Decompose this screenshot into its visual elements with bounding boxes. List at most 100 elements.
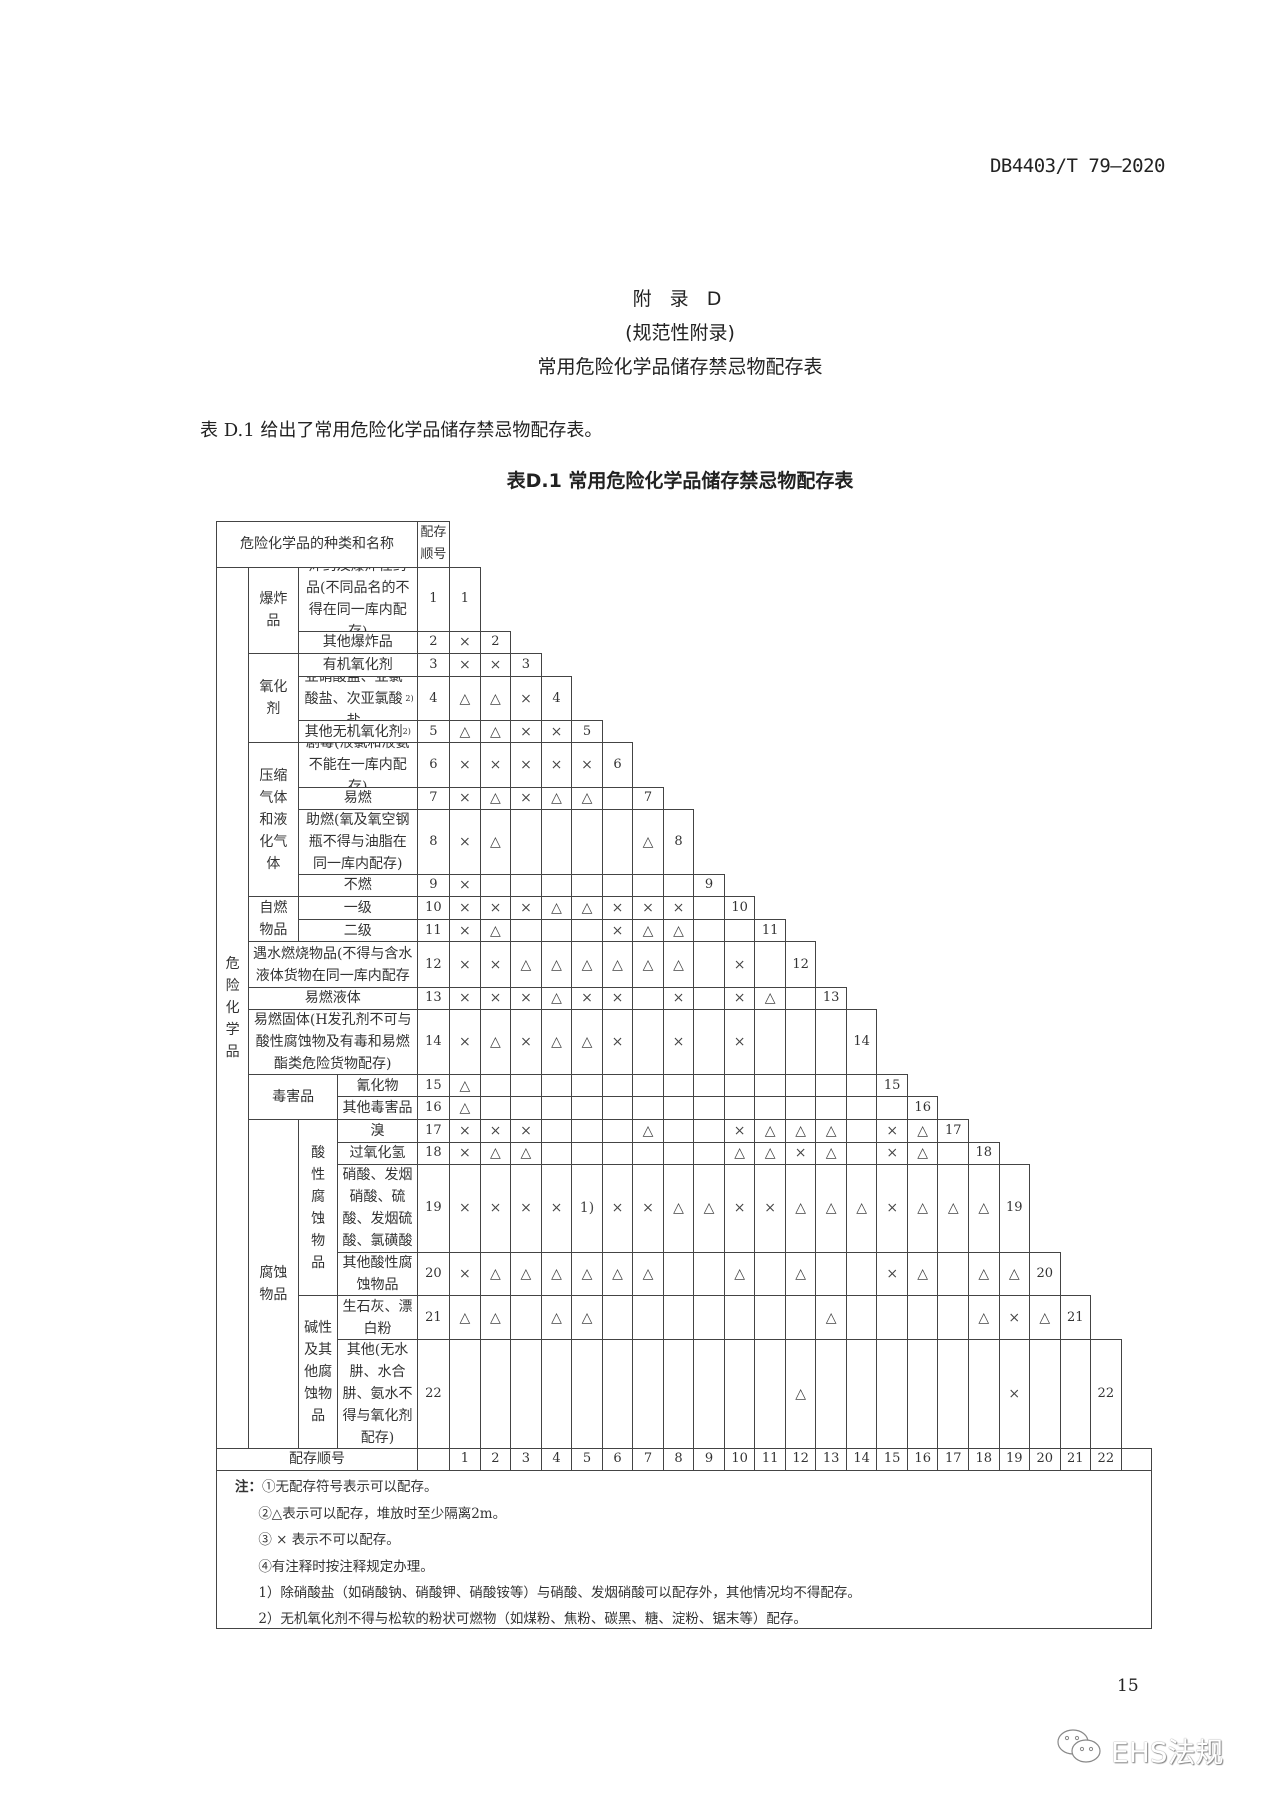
matrix-cell: △	[540, 986, 573, 1010]
matrix-cell-text: 1)	[579, 1200, 595, 1217]
matrix-cell	[540, 1096, 573, 1121]
matrix-cell-text: ×	[672, 900, 685, 917]
matrix-cell-text: ×	[733, 956, 746, 973]
footer-number: 18	[967, 1447, 1000, 1471]
row-name-text: 炸药及爆炸性药品(不同品名的不得在同一库内配存)	[306, 568, 410, 631]
row-name-text: 溴	[370, 1122, 385, 1139]
matrix-cell	[784, 1074, 817, 1098]
footer-number-text: 19	[1005, 1451, 1023, 1467]
matrix-cell	[662, 1141, 695, 1165]
intro-paragraph: 表 D.1 给出了常用危险化学品储存禁忌物配存表。	[200, 420, 603, 441]
matrix-cell	[479, 1096, 512, 1121]
matrix-diagonal-cell: 6	[601, 742, 634, 788]
matrix-diagonal-cell: 1	[449, 566, 481, 632]
matrix-cell	[876, 1096, 908, 1121]
matrix-cell: △	[571, 896, 603, 921]
matrix-diagonal-cell: 10	[723, 896, 756, 921]
matrix-cell-text: ×	[581, 990, 593, 1007]
matrix-cell	[937, 1252, 969, 1297]
matrix-cell: △	[662, 941, 695, 988]
row-seq-text: 11	[425, 922, 442, 938]
matrix-cell-text: ×	[520, 723, 532, 740]
row-seq-text: 15	[425, 1077, 442, 1093]
matrix-cell	[754, 1096, 786, 1121]
matrix-cell: ×	[449, 941, 481, 988]
matrix-cell	[845, 1119, 878, 1143]
matrix-diagonal-cell: 3	[510, 652, 542, 678]
matrix-cell	[967, 1339, 1000, 1449]
row-seq-text: 4	[429, 690, 438, 706]
group-acidic-corrosive-text: 酸性腐蚀物品	[311, 1144, 326, 1271]
footer-number-text: 3	[521, 1451, 531, 1467]
matrix-diagonal-cell-text: 6	[613, 756, 622, 772]
row-name-text: 其他爆炸品	[322, 634, 393, 651]
row-name: 剧毒(液氯和液氨不能在一库内配存)	[297, 742, 418, 788]
footer-number-text: 16	[914, 1451, 931, 1467]
matrix-cell: △	[998, 1252, 1031, 1297]
note-item: 2）无机氧化剂不得与松软的粉状可燃物（如煤粉、焦粉、碳黑、糖、淀粉、锯末等）配存…	[258, 1607, 807, 1627]
matrix-cell: △	[540, 896, 573, 921]
matrix-cell: △	[632, 808, 664, 875]
matrix-cell: △	[601, 1252, 634, 1297]
footer-number: 2	[479, 1447, 512, 1471]
footer-number: 3	[510, 1447, 542, 1471]
matrix-cell: ×	[479, 941, 512, 988]
matrix-cell: △	[906, 1119, 939, 1143]
matrix-cell-text: ×	[886, 1122, 899, 1139]
row-seq: 18	[416, 1141, 451, 1165]
header-seq-column: 配存顺号	[416, 521, 451, 568]
matrix-cell: ×	[510, 986, 542, 1010]
matrix-cell-text: ×	[459, 877, 471, 894]
matrix-cell: △	[967, 1163, 1000, 1254]
matrix-cell: ×	[510, 720, 542, 744]
matrix-cell-text: △	[490, 1033, 501, 1050]
matrix-cell: △	[632, 1119, 664, 1143]
matrix-cell: △	[479, 1252, 512, 1297]
matrix-cell	[479, 1074, 512, 1098]
matrix-cell	[601, 1096, 634, 1121]
note-text: ④有注释时按注释规定办理。	[258, 1558, 434, 1575]
matrix-cell: △	[540, 1252, 573, 1297]
row-name: 有机氧化剂	[297, 652, 418, 678]
matrix-cell: ×	[449, 896, 481, 921]
matrix-cell: ×	[479, 1119, 512, 1143]
matrix-cell-text: ×	[459, 922, 471, 939]
matrix-cell-text: △	[642, 956, 654, 973]
row-name: 易燃固体(H发孔剂不可与酸性腐蚀物及有毒和易燃酯类危险货物配存)	[247, 1008, 418, 1076]
matrix-cell-text: △	[917, 1266, 929, 1283]
matrix-cell	[601, 1074, 634, 1098]
row-seq: 5	[416, 720, 451, 744]
matrix-cell-text: △	[825, 1145, 837, 1162]
row-seq-text: 18	[425, 1145, 442, 1161]
matrix-cell	[571, 808, 603, 875]
row-seq: 16	[416, 1096, 451, 1121]
matrix-cell	[632, 873, 664, 897]
header-seq-column-text: 配存顺号	[420, 525, 447, 563]
row-seq-text: 9	[429, 877, 438, 893]
matrix-cell: ×	[449, 1141, 481, 1165]
matrix-cell: △	[479, 786, 512, 810]
row-name: 炸药及爆炸性药品(不同品名的不得在同一库内配存)	[297, 566, 418, 632]
row-seq-text: 12	[425, 956, 442, 972]
row-name-text: 剧毒(液氯和液氨不能在一库内配存)	[306, 742, 410, 788]
matrix-cell-text: △	[459, 1077, 471, 1094]
matrix-cell	[510, 1295, 542, 1341]
matrix-diagonal-cell: 22	[1090, 1339, 1122, 1449]
matrix-cell-text: △	[581, 1309, 593, 1326]
table-title: 表D.1 常用危险化学品储存禁忌物配存表	[506, 470, 854, 492]
matrix-cell-text: △	[734, 1145, 745, 1162]
matrix-cell-text: ×	[520, 1033, 532, 1050]
row-name: 亚硝酸盐、亚氯酸盐、次亚氯酸盐 2)	[297, 676, 418, 722]
matrix-cell	[845, 1074, 878, 1098]
row-name: 二级	[297, 919, 418, 943]
matrix-cell: ×	[479, 652, 512, 678]
matrix-cell-text: ×	[459, 1266, 471, 1283]
matrix-cell-text: ×	[611, 922, 624, 939]
row-seq: 14	[416, 1008, 451, 1076]
matrix-cell: △	[906, 1252, 939, 1297]
matrix-cell-text: △	[490, 1266, 501, 1283]
matrix-cell	[723, 1096, 756, 1121]
matrix-cell-text: ×	[459, 634, 471, 651]
matrix-cell: ×	[540, 742, 573, 788]
footer-number: 7	[632, 1447, 664, 1471]
